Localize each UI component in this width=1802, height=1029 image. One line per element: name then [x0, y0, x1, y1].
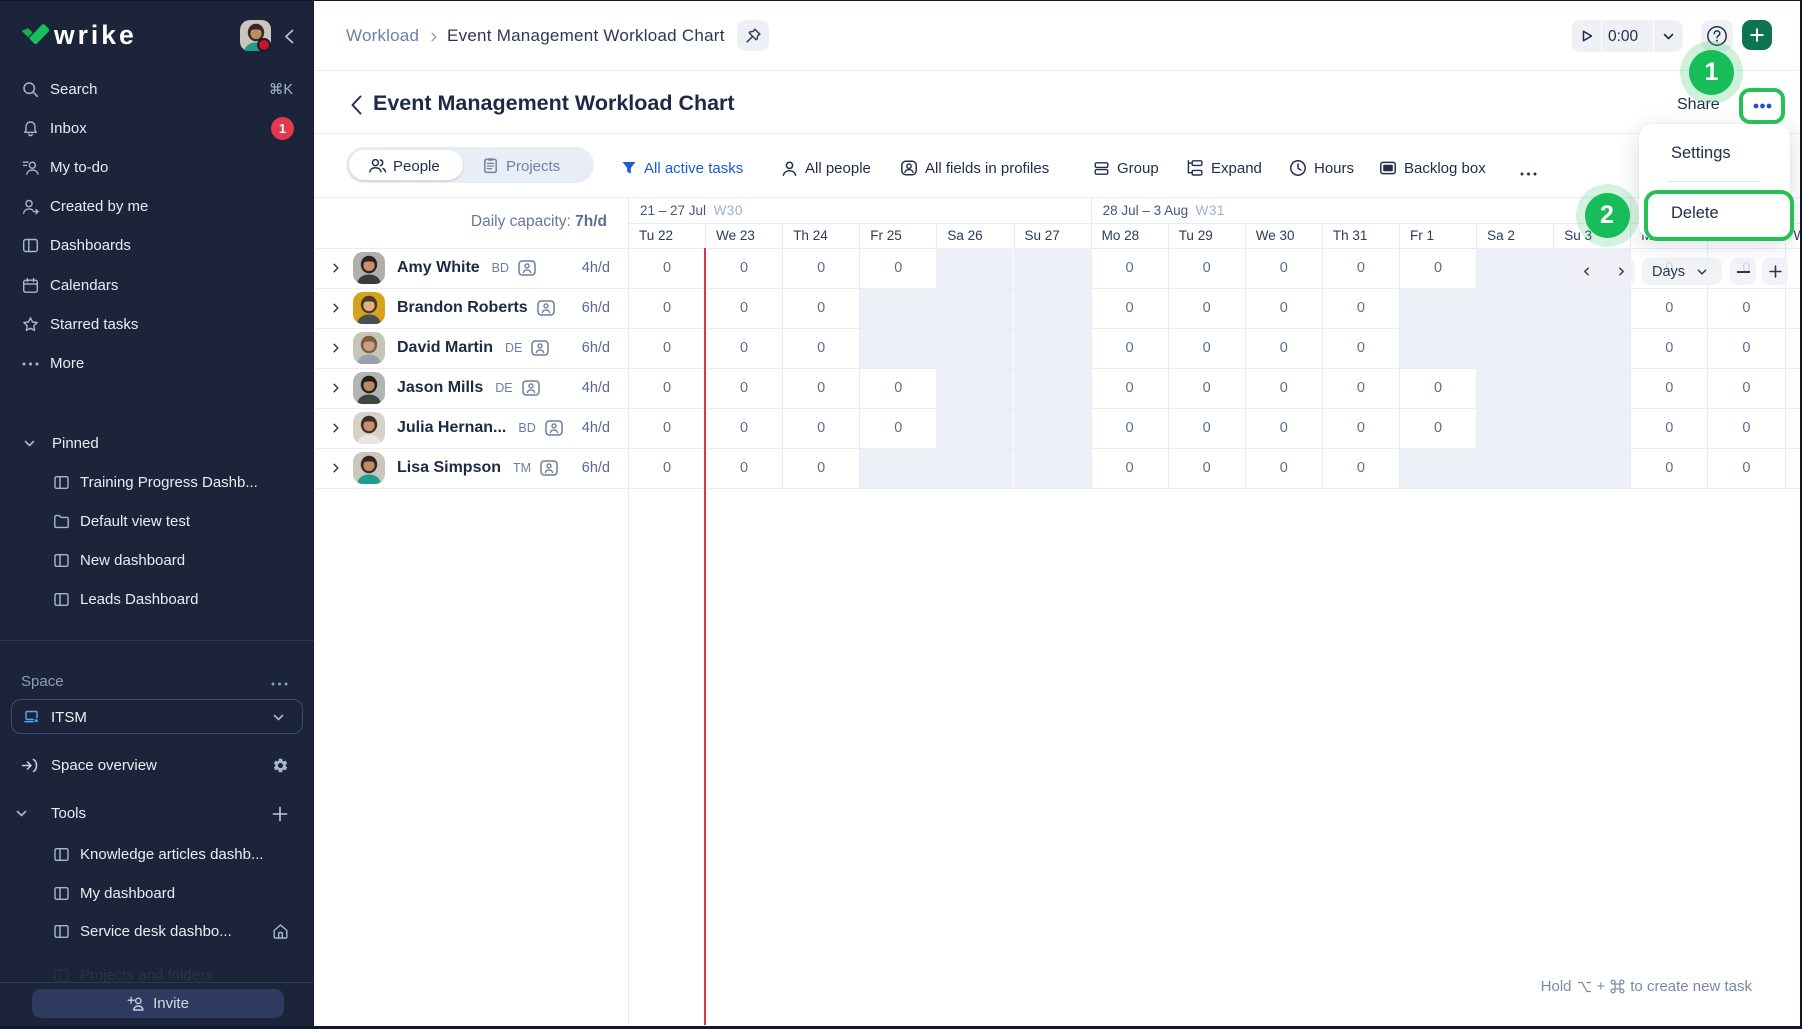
svg-text:wrike: wrike — [53, 22, 137, 48]
